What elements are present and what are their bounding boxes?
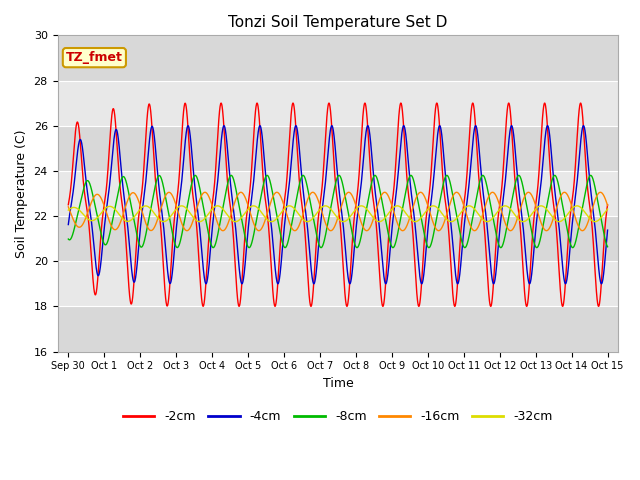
- Text: TZ_fmet: TZ_fmet: [66, 51, 123, 64]
- -8cm: [294, 186, 302, 192]
- -8cm: [604, 244, 611, 250]
- -32cm: [535, 204, 543, 209]
- -2cm: [126, 295, 134, 300]
- -8cm: [158, 177, 166, 183]
- -4cm: [598, 281, 605, 287]
- Line: -8cm: -8cm: [68, 175, 607, 248]
- -8cm: [569, 245, 577, 251]
- -16cm: [593, 192, 601, 198]
- -4cm: [65, 222, 72, 228]
- -4cm: [158, 208, 166, 214]
- -32cm: [604, 206, 611, 212]
- -32cm: [65, 207, 72, 213]
- -16cm: [535, 213, 543, 219]
- -8cm: [271, 204, 279, 209]
- -16cm: [294, 224, 302, 230]
- -4cm: [604, 227, 611, 233]
- -2cm: [158, 239, 166, 244]
- Bar: [58, 126, 618, 171]
- -16cm: [596, 190, 604, 195]
- Bar: [58, 171, 618, 216]
- -8cm: [593, 196, 601, 202]
- -16cm: [579, 228, 586, 234]
- Line: -32cm: -32cm: [68, 206, 607, 222]
- -2cm: [577, 100, 584, 106]
- Bar: [58, 216, 618, 261]
- -32cm: [158, 218, 166, 224]
- -16cm: [126, 193, 134, 199]
- -4cm: [580, 123, 588, 129]
- -4cm: [593, 248, 601, 253]
- Line: -16cm: -16cm: [68, 192, 607, 231]
- -4cm: [294, 137, 302, 143]
- -32cm: [271, 217, 279, 223]
- Legend: -2cm, -4cm, -8cm, -16cm, -32cm: -2cm, -4cm, -8cm, -16cm, -32cm: [118, 405, 557, 428]
- X-axis label: Time: Time: [323, 377, 353, 390]
- -4cm: [126, 247, 134, 252]
- -2cm: [535, 171, 543, 177]
- -32cm: [573, 203, 581, 209]
- -32cm: [294, 211, 302, 217]
- -8cm: [535, 241, 543, 247]
- -2cm: [271, 303, 279, 309]
- -8cm: [587, 172, 595, 178]
- -4cm: [271, 265, 279, 271]
- Bar: [58, 306, 618, 351]
- Bar: [58, 81, 618, 126]
- -32cm: [591, 219, 599, 225]
- -16cm: [158, 203, 166, 208]
- Title: Tonzi Soil Temperature Set D: Tonzi Soil Temperature Set D: [228, 15, 447, 30]
- -8cm: [126, 196, 134, 202]
- -4cm: [535, 199, 543, 205]
- Line: -4cm: -4cm: [68, 126, 607, 284]
- -32cm: [126, 218, 134, 224]
- -2cm: [65, 202, 72, 207]
- -16cm: [604, 203, 611, 208]
- -2cm: [294, 167, 302, 172]
- Y-axis label: Soil Temperature (C): Soil Temperature (C): [15, 129, 28, 258]
- -2cm: [593, 297, 601, 302]
- Bar: [58, 36, 618, 81]
- Line: -2cm: -2cm: [68, 103, 607, 306]
- -16cm: [65, 204, 72, 210]
- -8cm: [65, 236, 72, 242]
- -2cm: [595, 303, 602, 309]
- -16cm: [271, 190, 279, 196]
- Bar: [58, 261, 618, 306]
- -32cm: [593, 218, 601, 224]
- -2cm: [604, 202, 611, 207]
